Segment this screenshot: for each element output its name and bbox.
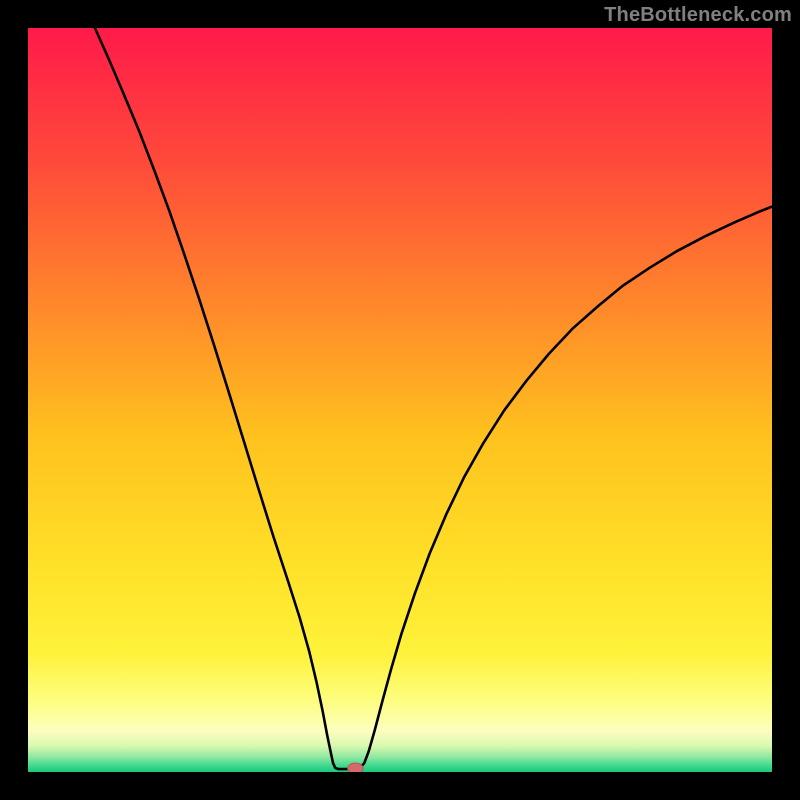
bottleneck-chart	[0, 0, 800, 800]
chart-container: TheBottleneck.com	[0, 0, 800, 800]
optimal-point-marker	[348, 763, 364, 773]
watermark-text: TheBottleneck.com	[604, 4, 792, 27]
plot-background	[28, 28, 772, 772]
